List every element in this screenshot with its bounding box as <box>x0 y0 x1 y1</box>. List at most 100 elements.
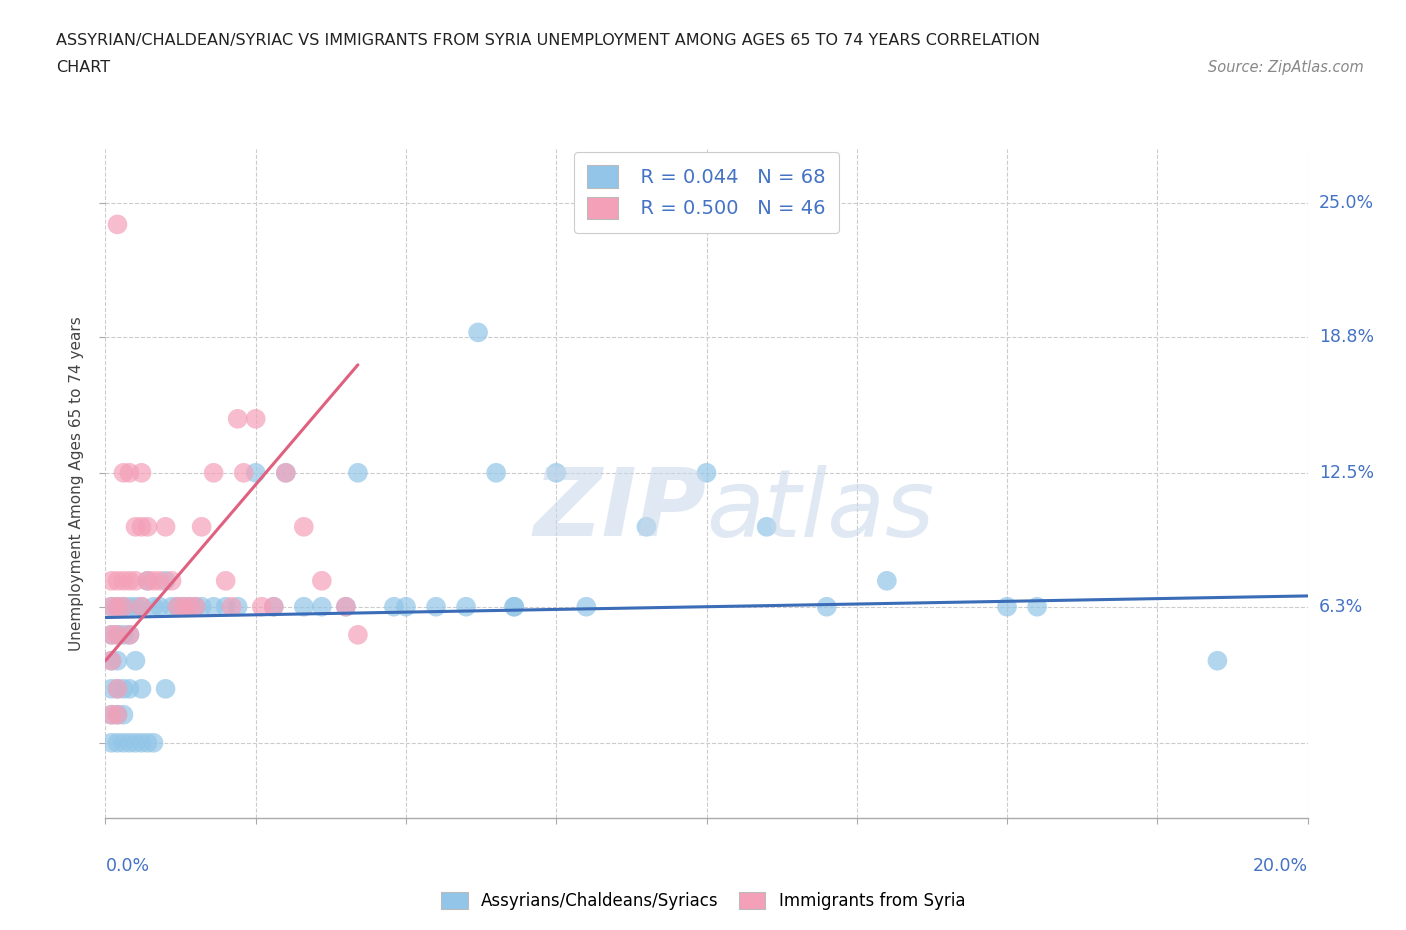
Point <box>107 599 129 614</box>
Point <box>136 574 159 589</box>
Point <box>136 736 159 751</box>
Point <box>112 708 135 723</box>
Point <box>184 599 207 614</box>
Point <box>347 465 370 480</box>
Point <box>995 599 1018 614</box>
Text: 12.5%: 12.5% <box>1319 464 1374 482</box>
Point <box>100 628 122 643</box>
Point <box>100 653 122 668</box>
Point <box>118 628 141 643</box>
Point <box>335 599 357 614</box>
Text: Source: ZipAtlas.com: Source: ZipAtlas.com <box>1208 60 1364 75</box>
Point <box>202 599 225 614</box>
Point <box>696 465 718 480</box>
Point <box>382 599 405 614</box>
Point <box>245 411 267 426</box>
Point <box>214 574 236 589</box>
Point <box>311 599 333 614</box>
Point <box>107 599 129 614</box>
Point <box>546 465 568 480</box>
Point <box>202 465 225 480</box>
Point <box>173 599 195 614</box>
Point <box>190 599 212 614</box>
Point <box>107 708 129 723</box>
Point <box>118 574 141 589</box>
Legend: Assyrians/Chaldeans/Syriacs, Immigrants from Syria: Assyrians/Chaldeans/Syriacs, Immigrants … <box>434 885 972 917</box>
Point <box>118 682 141 697</box>
Point <box>184 599 207 614</box>
Point <box>292 519 315 534</box>
Text: 6.3%: 6.3% <box>1319 598 1362 616</box>
Y-axis label: Unemployment Among Ages 65 to 74 years: Unemployment Among Ages 65 to 74 years <box>69 316 84 651</box>
Point <box>1026 599 1049 614</box>
Point <box>100 708 122 723</box>
Point <box>100 599 122 614</box>
Point <box>107 708 129 723</box>
Point <box>292 599 315 614</box>
Point <box>155 519 177 534</box>
Point <box>347 628 370 643</box>
Point <box>335 599 357 614</box>
Point <box>395 599 418 614</box>
Point <box>107 682 129 697</box>
Point <box>112 599 135 614</box>
Point <box>160 574 183 589</box>
Point <box>124 574 146 589</box>
Point <box>131 519 153 534</box>
Point <box>503 599 526 614</box>
Point <box>575 599 598 614</box>
Point <box>124 599 146 614</box>
Point <box>245 465 267 480</box>
Point <box>112 736 135 751</box>
Point <box>190 519 212 534</box>
Point <box>124 653 146 668</box>
Point <box>876 574 898 589</box>
Point <box>166 599 188 614</box>
Point <box>214 599 236 614</box>
Point <box>107 574 129 589</box>
Point <box>160 599 183 614</box>
Point <box>112 574 135 589</box>
Point <box>131 736 153 751</box>
Point <box>112 465 135 480</box>
Point <box>124 736 146 751</box>
Text: CHART: CHART <box>56 60 110 75</box>
Point <box>226 411 249 426</box>
Text: 20.0%: 20.0% <box>1253 857 1308 875</box>
Point <box>118 628 141 643</box>
Point <box>142 599 165 614</box>
Point <box>118 465 141 480</box>
Point <box>131 682 153 697</box>
Point <box>226 599 249 614</box>
Point <box>485 465 508 480</box>
Point <box>100 653 122 668</box>
Point <box>118 599 141 614</box>
Point <box>118 736 141 751</box>
Point <box>263 599 285 614</box>
Point <box>112 682 135 697</box>
Text: 0.0%: 0.0% <box>105 857 149 875</box>
Legend:   R = 0.044   N = 68,   R = 0.500   N = 46: R = 0.044 N = 68, R = 0.500 N = 46 <box>574 152 839 232</box>
Point <box>100 599 122 614</box>
Point <box>1206 653 1229 668</box>
Text: 25.0%: 25.0% <box>1319 193 1374 212</box>
Point <box>100 682 122 697</box>
Point <box>166 599 188 614</box>
Point <box>179 599 201 614</box>
Point <box>107 653 129 668</box>
Point <box>112 628 135 643</box>
Point <box>232 465 254 480</box>
Text: atlas: atlas <box>707 465 935 556</box>
Point <box>179 599 201 614</box>
Point <box>173 599 195 614</box>
Point <box>100 736 122 751</box>
Point <box>815 599 838 614</box>
Point <box>454 599 477 614</box>
Point <box>155 574 177 589</box>
Point <box>221 599 243 614</box>
Point <box>311 574 333 589</box>
Text: 18.8%: 18.8% <box>1319 327 1374 346</box>
Point <box>155 682 177 697</box>
Point <box>142 574 165 589</box>
Point <box>425 599 447 614</box>
